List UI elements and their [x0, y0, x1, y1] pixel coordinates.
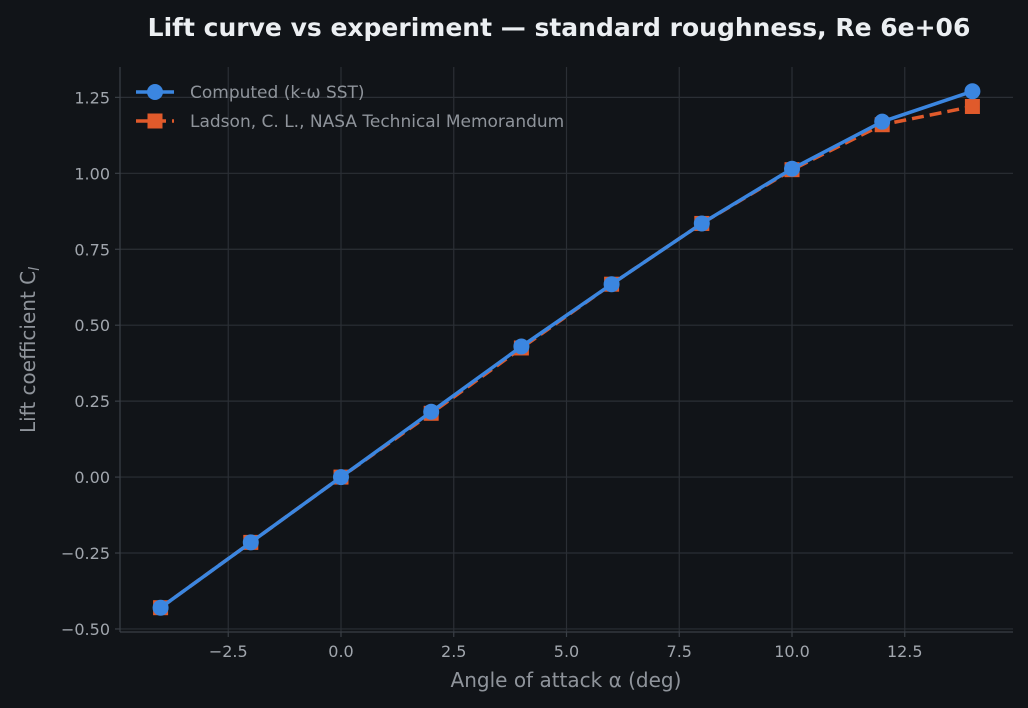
data-point-circle [332, 469, 349, 486]
data-point-circle [784, 160, 801, 177]
data-point-circle [964, 83, 981, 100]
x-tick-label: 0.0 [328, 642, 353, 661]
data-point-circle [693, 215, 710, 232]
legend-marker-circle [147, 84, 163, 100]
data-point-circle [513, 338, 530, 355]
y-axis-label: Lift coefficient Cl [16, 267, 43, 433]
y-tick-label: 0.25 [74, 392, 110, 411]
y-tick-label: 0.00 [74, 468, 110, 487]
data-point-circle [603, 276, 620, 293]
x-axis-label: Angle of attack α (deg) [451, 668, 682, 692]
series-layer [152, 83, 981, 616]
legend-entry: Computed (k-ω SST) [136, 83, 365, 103]
legend-marker-square [147, 113, 163, 129]
y-tick-label: 1.25 [74, 88, 110, 107]
y-tick-label: 0.75 [74, 240, 110, 259]
data-point-square [964, 98, 980, 114]
x-tick-label: −2.5 [209, 642, 248, 661]
x-tick-label: 10.0 [774, 642, 810, 661]
data-point-circle [242, 534, 259, 551]
y-tick-label: 0.50 [74, 316, 110, 335]
legend-entry: Ladson, C. L., NASA Technical Memorandum [136, 112, 564, 132]
legend-label: Computed (k-ω SST) [190, 83, 365, 103]
series-line [159, 89, 973, 610]
y-tick-label: 1.00 [74, 164, 110, 183]
legend: Computed (k-ω SST) Ladson, C. L., NASA Te… [136, 83, 564, 132]
y-tick-label: −0.25 [61, 544, 110, 563]
y-tick-label: −0.50 [61, 620, 110, 639]
x-tick-label: 5.0 [554, 642, 579, 661]
y-axis-label-main: Lift coefficient C [16, 271, 40, 433]
chart-title: Lift curve vs experiment — standard roug… [148, 13, 971, 42]
y-axis-ticks: −0.50 −0.25 0.00 0.25 0.50 0.75 1.00 1.25 [61, 88, 120, 639]
x-tick-label: 12.5 [887, 642, 923, 661]
y-axis-label-subscript: l [27, 267, 43, 271]
data-point-circle [152, 599, 169, 616]
data-point-circle [874, 113, 891, 130]
legend-label: Ladson, C. L., NASA Technical Memorandum [190, 112, 564, 132]
data-point-circle [423, 403, 440, 420]
series-computed [152, 83, 981, 616]
x-tick-label: 7.5 [667, 642, 692, 661]
x-axis-ticks: −2.5 0.0 2.5 5.0 7.5 10.0 12.5 [209, 632, 923, 661]
x-tick-label: 2.5 [441, 642, 466, 661]
